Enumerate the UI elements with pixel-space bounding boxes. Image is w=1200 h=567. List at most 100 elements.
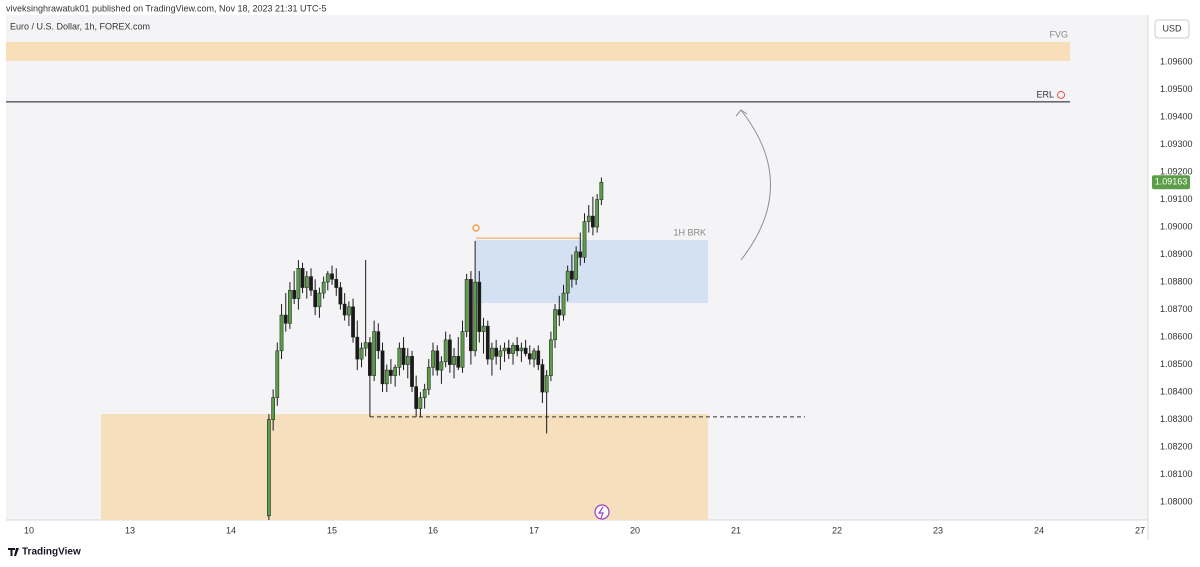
candle-body — [494, 347, 498, 357]
candle-body — [338, 287, 343, 305]
candle-body — [511, 345, 515, 354]
candle-body — [464, 279, 469, 332]
candle-body — [296, 268, 301, 299]
candle-body — [334, 279, 339, 288]
candle-body — [443, 339, 448, 363]
x-tick-label: 17 — [529, 525, 539, 535]
candle-body — [523, 347, 528, 354]
level-label: ERL — [1037, 89, 1055, 99]
y-tick-label: 1.08200 — [1160, 441, 1193, 451]
candle-body — [342, 303, 347, 316]
candle-body — [591, 215, 595, 228]
y-tick-label: 1.09600 — [1160, 56, 1193, 66]
x-tick-label: 20 — [630, 525, 640, 535]
candle-body — [267, 419, 271, 517]
candle-body — [351, 306, 355, 338]
candle-body — [574, 251, 578, 280]
zone-label: FVG — [1050, 29, 1069, 39]
candle-body — [317, 292, 322, 308]
candle-body — [477, 281, 482, 332]
currency-button[interactable] — [1154, 19, 1190, 39]
candle-body — [389, 369, 393, 376]
projection-arrow — [740, 109, 771, 261]
candle-body — [448, 339, 452, 365]
y-tick-label: 1.08600 — [1160, 331, 1193, 341]
y-tick-label: 1.08800 — [1160, 276, 1193, 286]
candle-body — [456, 356, 461, 368]
x-tick-label: 23 — [933, 525, 943, 535]
candle-body — [330, 273, 334, 280]
candle-body — [372, 331, 376, 376]
candle-body — [313, 290, 318, 308]
candle-body — [418, 397, 423, 409]
candle-body — [469, 279, 473, 352]
candle-body — [599, 181, 604, 200]
candle-body — [490, 347, 494, 360]
candle-body — [426, 367, 431, 390]
candle-body — [288, 290, 292, 324]
y-tick-label: 1.09200 — [1160, 166, 1193, 176]
y-tick-label: 1.08000 — [1160, 496, 1193, 506]
y-tick-label: 1.09000 — [1160, 221, 1193, 231]
x-tick-label: 24 — [1034, 525, 1044, 535]
candle-body — [384, 369, 389, 385]
zone-label: 1H BRK — [674, 227, 707, 237]
candle-body — [359, 347, 364, 360]
candle-body — [452, 356, 456, 365]
last-price-label: 1.09163 — [1155, 177, 1188, 187]
y-tick-label: 1.08400 — [1160, 386, 1193, 396]
candle-body — [570, 270, 574, 280]
target-icon — [1057, 90, 1066, 99]
candle-body — [368, 342, 372, 376]
y-tick-label: 1.09500 — [1160, 84, 1193, 94]
candle-body — [549, 339, 553, 376]
candle-body — [393, 367, 398, 376]
candle-body — [275, 350, 280, 398]
candle-body — [292, 290, 297, 299]
candle-body — [595, 199, 599, 228]
candle-body — [376, 331, 381, 352]
candle-body — [532, 350, 536, 360]
candle-body — [540, 364, 545, 393]
pin-marker — [472, 224, 480, 232]
candle-body — [557, 309, 562, 316]
y-tick-label: 1.08900 — [1160, 249, 1193, 259]
candle-body — [363, 342, 368, 349]
candle-body — [410, 356, 414, 387]
arrow-head — [735, 109, 748, 117]
zone — [6, 41, 1071, 61]
x-tick-label: 22 — [832, 525, 842, 535]
candle-body — [300, 268, 305, 288]
last-price-tag — [1152, 175, 1190, 190]
candle-body — [347, 306, 351, 316]
brand-logo — [8, 548, 19, 556]
x-tick-label: 10 — [24, 525, 34, 535]
event-icon-bolt — [597, 506, 604, 519]
y-tick-label: 1.09300 — [1160, 139, 1193, 149]
x-tick-label: 21 — [731, 525, 741, 535]
candle-body — [502, 347, 507, 352]
candle-body — [519, 347, 524, 352]
candle-body — [431, 350, 435, 368]
candle-body — [515, 345, 520, 352]
candle-body — [405, 356, 410, 365]
candle-body — [279, 314, 284, 352]
event-icon[interactable] — [594, 504, 610, 520]
y-tick-label: 1.08300 — [1160, 414, 1193, 424]
candle-body — [355, 336, 360, 360]
candle-body — [582, 221, 587, 258]
y-tick-label: 1.08700 — [1160, 304, 1193, 314]
candle-body — [578, 251, 583, 258]
candle-body — [435, 350, 440, 371]
candle-body — [271, 397, 275, 420]
candle-body — [498, 350, 503, 357]
candle-body — [485, 325, 490, 360]
candle-body — [473, 281, 477, 352]
x-tick-label: 15 — [327, 525, 337, 535]
symbol-title: Euro / U.S. Dollar, 1h, FOREX.com — [10, 21, 150, 31]
currency-label: USD — [1162, 23, 1182, 33]
x-tick-label: 16 — [428, 525, 438, 535]
y-tick-label: 1.09100 — [1160, 194, 1193, 204]
candle-body — [439, 361, 444, 371]
